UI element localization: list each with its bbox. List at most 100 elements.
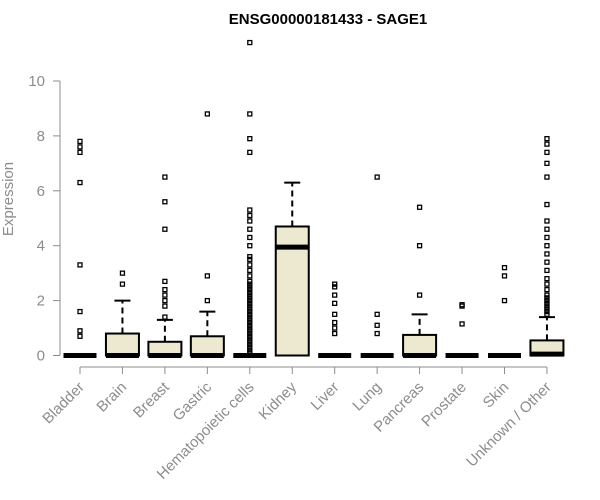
outlier-point xyxy=(332,330,338,337)
outlier-point xyxy=(247,311,253,317)
box-bladder xyxy=(63,138,97,358)
outlier-point xyxy=(247,234,253,241)
outlier-point xyxy=(77,262,83,268)
outlier-point xyxy=(544,160,550,167)
outlier-point xyxy=(204,297,211,304)
outlier-point xyxy=(247,218,253,224)
outlier-point xyxy=(544,201,550,208)
y-tick-label: 0 xyxy=(37,348,45,365)
outlier-point xyxy=(77,308,83,315)
outlier-point xyxy=(247,297,253,304)
y-tick-label: 8 xyxy=(37,128,45,145)
outlier-point xyxy=(332,325,338,331)
outlier-point xyxy=(459,302,465,308)
outlier-point xyxy=(119,281,126,287)
outlier-point xyxy=(544,292,550,298)
x-tick-label: Skin xyxy=(480,379,513,412)
outlier-point xyxy=(247,254,253,260)
outlier-point xyxy=(247,341,253,348)
outlier-point xyxy=(459,321,465,327)
outlier-point xyxy=(332,281,338,287)
outlier-point xyxy=(544,149,550,156)
outlier-point xyxy=(374,322,380,328)
y-axis-label: Expression xyxy=(0,162,17,236)
outlier-point xyxy=(204,111,211,117)
outlier-point xyxy=(247,295,253,301)
outlier-point xyxy=(247,319,253,326)
outlier-point xyxy=(119,270,126,276)
outlier-point xyxy=(247,347,253,353)
outlier-point xyxy=(544,234,550,241)
outlier-point xyxy=(247,350,253,356)
outlier-point xyxy=(247,267,253,274)
outlier-point xyxy=(247,336,253,342)
box-liver xyxy=(318,281,352,358)
outlier-point xyxy=(247,278,253,285)
outlier-point xyxy=(416,243,423,249)
outlier-point xyxy=(247,344,253,350)
box-prostate xyxy=(445,302,479,358)
y-tick-label: 6 xyxy=(37,183,45,200)
outlier-point xyxy=(77,144,83,150)
outlier-point xyxy=(544,308,550,315)
outlier-point xyxy=(544,226,550,232)
outlier-point xyxy=(544,297,550,304)
outlier-point xyxy=(332,300,338,306)
outlier-point xyxy=(544,303,550,309)
x-tick-label: Prostate xyxy=(418,379,470,431)
outlier-point xyxy=(77,333,83,339)
outlier-point xyxy=(247,284,253,290)
outlier-point xyxy=(544,218,550,224)
box-brain xyxy=(104,270,140,358)
outlier-point xyxy=(247,212,253,219)
outlier-point xyxy=(247,135,253,142)
outlier-point xyxy=(544,141,550,147)
outlier-point xyxy=(416,292,423,298)
outlier-point xyxy=(162,286,168,293)
outlier-point xyxy=(544,295,550,301)
outlier-point xyxy=(162,292,168,298)
outlier-point xyxy=(332,292,338,298)
x-tick-label: Breast xyxy=(130,378,173,421)
outlier-point xyxy=(544,243,550,249)
outlier-point xyxy=(544,311,550,317)
outlier-point xyxy=(247,314,253,320)
outlier-point xyxy=(247,111,253,117)
outlier-point xyxy=(544,174,550,180)
outlier-point xyxy=(247,243,253,249)
outlier-point xyxy=(247,39,253,46)
box-lung xyxy=(360,174,394,358)
x-tick-label: Kidney xyxy=(256,378,301,423)
outlier-point xyxy=(544,275,550,282)
y-tick-label: 2 xyxy=(37,293,45,310)
outlier-point xyxy=(247,308,253,315)
outlier-point xyxy=(544,267,550,274)
outlier-point xyxy=(332,284,338,290)
box-unknown-other xyxy=(529,135,565,357)
box-skin xyxy=(488,265,521,358)
outlier-point xyxy=(77,328,83,334)
outlier-point xyxy=(162,226,168,232)
outlier-point xyxy=(162,199,168,205)
outlier-point xyxy=(247,322,253,328)
outlier-point xyxy=(501,273,508,279)
box-body xyxy=(402,333,438,357)
outlier-point xyxy=(247,286,253,293)
y-axis: 0 2 4 6 8 10 xyxy=(28,73,61,365)
box-pancreas xyxy=(402,204,438,358)
outlier-point xyxy=(247,273,253,279)
outlier-point xyxy=(374,330,380,337)
outlier-point xyxy=(374,174,380,180)
outlier-point xyxy=(374,311,380,317)
outlier-point xyxy=(247,256,253,263)
outlier-point xyxy=(77,138,83,145)
outlier-point xyxy=(544,135,550,142)
outlier-point xyxy=(501,297,508,304)
outlier-point xyxy=(247,262,253,268)
outlier-point xyxy=(162,303,168,309)
box-gastric xyxy=(189,111,225,358)
outlier-point xyxy=(247,317,253,323)
outlier-point xyxy=(544,306,550,312)
box-kidney xyxy=(274,181,310,357)
